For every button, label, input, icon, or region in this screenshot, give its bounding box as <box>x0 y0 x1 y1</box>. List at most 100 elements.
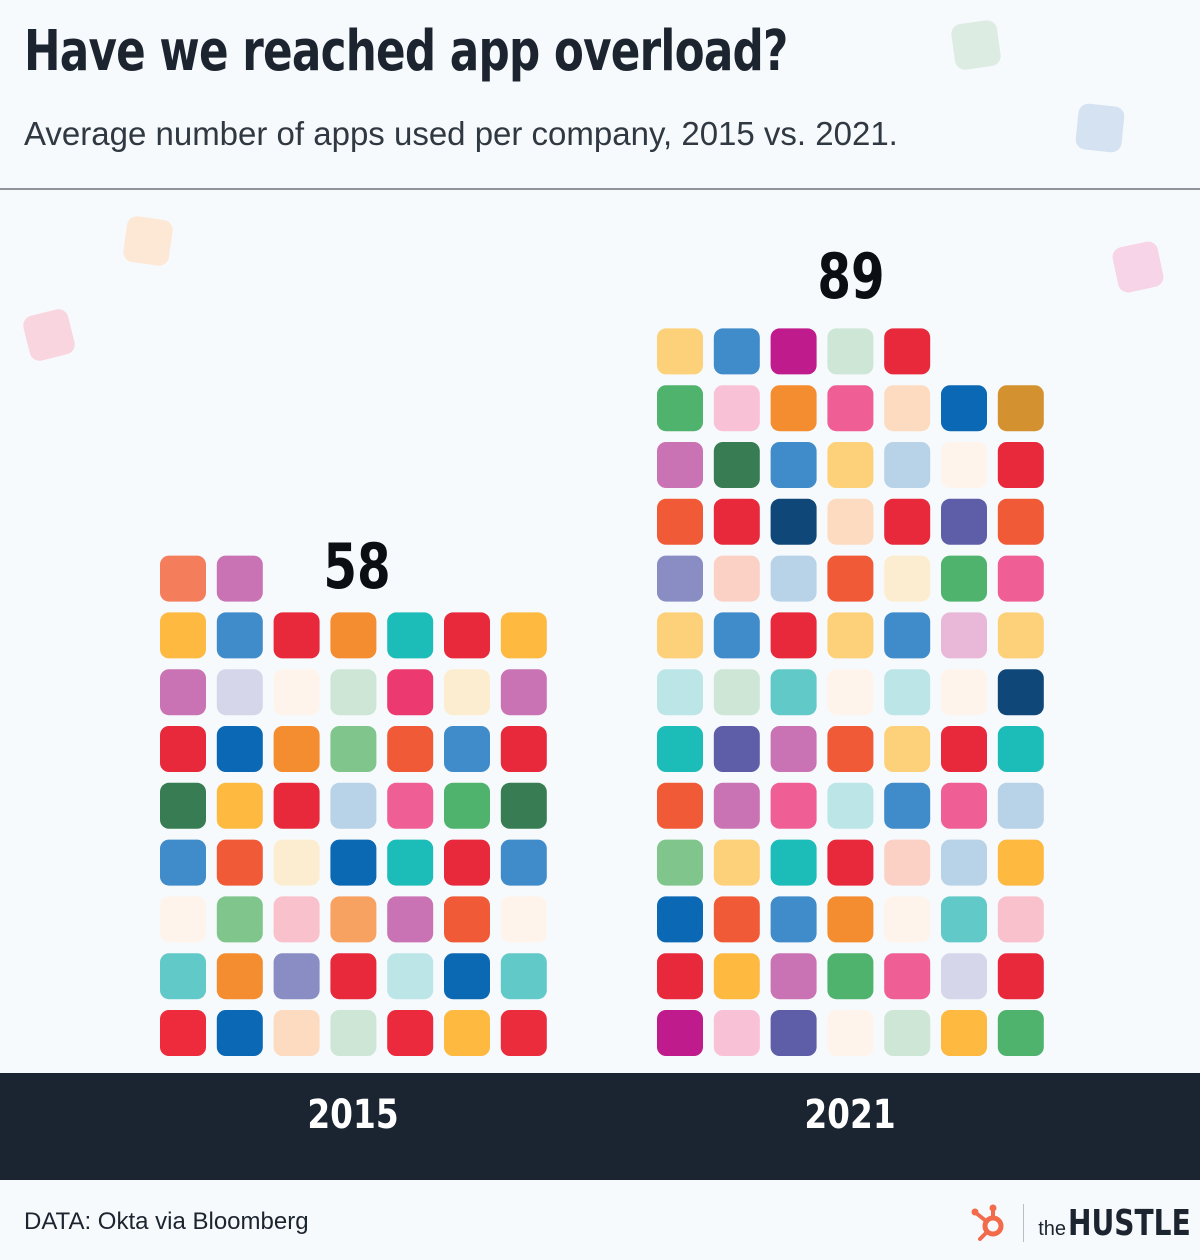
app-unit-2021-67 <box>827 498 874 545</box>
app-unit-2021-11 <box>827 953 874 1000</box>
app-unit-2015-32 <box>330 782 377 829</box>
app-unit-2021-16 <box>713 896 760 943</box>
app-unit-2015-46 <box>330 669 377 716</box>
app-unit-2021-6 <box>941 1010 987 1056</box>
app-unit-2021-80 <box>770 385 817 432</box>
app-unit-2021-34 <box>941 782 987 829</box>
app-unit-2015-57 <box>160 555 206 602</box>
app-unit-2021-72 <box>713 442 760 488</box>
app-unit-2021-49 <box>997 669 1044 716</box>
app-unit-2015-55 <box>444 612 490 659</box>
app-unit-2021-18 <box>827 896 874 943</box>
app-unit-2015-31 <box>273 782 320 829</box>
app-unit-2021-23 <box>713 839 760 886</box>
app-unit-2021-26 <box>884 839 931 886</box>
app-unit-2015-5 <box>387 1010 434 1056</box>
app-unit-2015-40 <box>387 726 434 772</box>
app-unit-2021-50 <box>657 612 703 659</box>
app-unit-2021-65 <box>713 498 760 545</box>
app-unit-2021-20 <box>941 896 987 943</box>
app-unit-2021-29 <box>657 782 703 829</box>
app-unit-2021-22 <box>657 839 703 886</box>
app-unit-2015-30 <box>216 782 263 829</box>
x-tick-label-2015: 2015 <box>307 1092 399 1138</box>
header: Have we reached app overload? Average nu… <box>0 0 1200 190</box>
app-unit-2021-33 <box>884 782 931 829</box>
app-unit-2021-79 <box>713 385 760 432</box>
app-unit-2015-11 <box>330 953 377 1000</box>
logo-prefix: the <box>1038 1217 1066 1240</box>
app-unit-2015-2 <box>216 1010 263 1056</box>
app-unit-2015-51 <box>216 612 263 659</box>
app-unit-2021-39 <box>827 726 874 772</box>
app-unit-2015-36 <box>160 726 206 772</box>
brand-logo: the HUSTLE <box>969 1200 1191 1246</box>
app-unit-2015-25 <box>330 839 377 886</box>
app-unit-2021-42 <box>997 726 1044 772</box>
app-unit-2021-89 <box>884 328 931 375</box>
app-unit-2021-62 <box>941 555 987 602</box>
app-unit-2021-57 <box>657 555 703 602</box>
app-unit-2021-74 <box>827 442 874 488</box>
hubspot-sprocket-icon <box>971 1204 1004 1241</box>
app-unit-2015-10 <box>273 953 320 1000</box>
app-unit-2021-4 <box>827 1010 874 1056</box>
app-unit-2021-37 <box>713 726 760 772</box>
app-unit-2015-3 <box>273 1010 320 1056</box>
app-unit-2021-35 <box>997 782 1044 829</box>
app-unit-2021-61 <box>884 555 931 602</box>
x-axis-band <box>0 1073 1200 1180</box>
app-unit-2021-38 <box>770 726 817 772</box>
app-unit-2021-1 <box>657 1010 703 1056</box>
logo-divider <box>1023 1204 1025 1242</box>
app-unit-2021-46 <box>827 669 874 716</box>
app-unit-2021-64 <box>657 498 703 545</box>
app-unit-2015-17 <box>273 896 320 943</box>
app-unit-2015-50 <box>160 612 206 659</box>
app-unit-2021-82 <box>884 385 931 432</box>
app-unit-2021-81 <box>827 385 874 432</box>
app-unit-2015-34 <box>444 782 490 829</box>
app-unit-2021-86 <box>713 328 760 375</box>
app-unit-2021-84 <box>997 385 1044 432</box>
app-unit-2021-47 <box>884 669 931 716</box>
app-unit-2015-13 <box>444 953 490 1000</box>
app-unit-2021-15 <box>657 896 703 943</box>
app-unit-2021-59 <box>770 555 817 602</box>
app-unit-2015-22 <box>160 839 206 886</box>
app-unit-2015-53 <box>330 612 377 659</box>
app-unit-2021-30 <box>713 782 760 829</box>
app-unit-2015-9 <box>216 953 263 1000</box>
app-unit-2015-4 <box>330 1010 377 1056</box>
app-unit-2015-43 <box>160 669 206 716</box>
app-unit-2021-40 <box>884 726 931 772</box>
app-unit-2021-54 <box>884 612 931 659</box>
app-unit-2021-56 <box>997 612 1044 659</box>
app-unit-2021-51 <box>713 612 760 659</box>
app-unit-2021-48 <box>941 669 987 716</box>
app-unit-2021-21 <box>997 896 1044 943</box>
app-unit-2015-29 <box>160 782 206 829</box>
app-unit-2021-75 <box>884 442 931 488</box>
app-unit-2021-13 <box>941 953 987 1000</box>
app-unit-2015-48 <box>444 669 490 716</box>
app-unit-2021-27 <box>941 839 987 886</box>
app-unit-2021-12 <box>884 953 931 1000</box>
app-unit-2021-55 <box>941 612 987 659</box>
app-unit-2021-5 <box>884 1010 931 1056</box>
app-unit-2021-70 <box>997 498 1044 545</box>
app-unit-2021-28 <box>997 839 1044 886</box>
app-unit-2015-26 <box>387 839 434 886</box>
app-unit-2021-87 <box>770 328 817 375</box>
app-unit-2021-31 <box>770 782 817 829</box>
app-unit-2021-60 <box>827 555 874 602</box>
app-unit-2021-8 <box>657 953 703 1000</box>
app-unit-2021-14 <box>997 953 1044 1000</box>
app-unit-2021-25 <box>827 839 874 886</box>
app-unit-2015-49 <box>500 669 547 716</box>
app-unit-2015-14 <box>500 953 547 1000</box>
app-unit-2015-6 <box>444 1010 490 1056</box>
data-source: DATA: Okta via Bloomberg <box>24 1208 309 1235</box>
app-unit-2015-56 <box>500 612 547 659</box>
